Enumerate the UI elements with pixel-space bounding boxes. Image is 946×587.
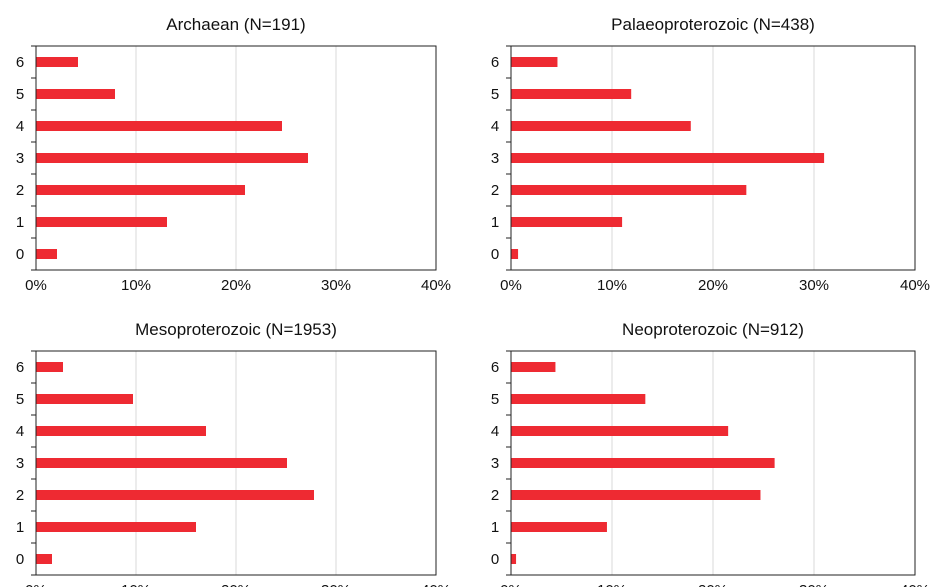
x-tick-label: 20%	[698, 277, 728, 294]
bar-5	[36, 394, 133, 404]
bar-0	[511, 554, 517, 564]
y-tick-label: 4	[491, 423, 499, 440]
bar-3	[511, 153, 825, 163]
bar-5	[511, 89, 632, 99]
y-tick-label: 1	[491, 214, 499, 231]
bar-6	[36, 362, 63, 372]
y-tick-label: 0	[16, 551, 24, 568]
x-tick-label: 10%	[121, 582, 151, 587]
y-tick-label: 5	[491, 86, 499, 103]
chart-title: Mesoproterozoic (N=1953)	[135, 320, 337, 339]
chart-title: Archaean (N=191)	[166, 15, 305, 34]
y-tick-label: 2	[491, 182, 499, 199]
x-tick-label: 0%	[500, 277, 522, 294]
x-tick-label: 30%	[799, 277, 829, 294]
y-tick-label: 6	[16, 54, 24, 71]
bar-3	[511, 458, 775, 468]
chart-panel-2: Mesoproterozoic (N=1953) 0% 10% 20% 30% 40% 0 1…	[16, 320, 451, 587]
bar-3	[36, 458, 287, 468]
y-tick-label: 4	[491, 118, 499, 135]
bar-0	[36, 554, 52, 564]
x-tick-label: 0%	[25, 277, 47, 294]
x-tick-label: 0%	[500, 582, 522, 587]
y-tick-label: 2	[16, 487, 24, 504]
y-tick-label: 5	[16, 86, 24, 103]
y-tick-label: 3	[16, 455, 24, 472]
bar-4	[36, 426, 206, 436]
plot-frame	[35, 350, 437, 576]
x-tick-label: 40%	[900, 277, 930, 294]
y-tick-label: 0	[491, 551, 499, 568]
y-tick-label: 3	[491, 455, 499, 472]
bar-6	[511, 362, 556, 372]
x-tick-label: 20%	[221, 277, 251, 294]
y-tick-label: 1	[16, 214, 24, 231]
bar-4	[511, 121, 691, 131]
x-tick-label: 30%	[321, 277, 351, 294]
plot-frame	[510, 45, 916, 271]
x-tick-label: 20%	[221, 582, 251, 587]
x-tick-label: 30%	[799, 582, 829, 587]
y-tick-label: 4	[16, 423, 24, 440]
y-tick-label: 5	[16, 391, 24, 408]
y-tick-label: 5	[491, 391, 499, 408]
bar-1	[36, 522, 196, 532]
x-tick-label: 10%	[597, 582, 627, 587]
plot-frame	[510, 350, 916, 576]
x-tick-label: 10%	[121, 277, 151, 294]
bar-6	[36, 57, 78, 67]
y-tick-label: 0	[16, 246, 24, 263]
y-tick-label: 1	[16, 519, 24, 536]
bar-2	[511, 490, 761, 500]
chart-title: Neoproterozoic (N=912)	[622, 320, 804, 339]
bar-5	[36, 89, 115, 99]
bar-1	[511, 217, 623, 227]
y-tick-label: 6	[491, 359, 499, 376]
chart-panel-0: Archaean (N=191) 0% 10% 20% 30% 40% 0 1 2 3 4 5 6	[16, 15, 451, 294]
bar-5	[511, 394, 646, 404]
y-tick-label: 1	[491, 519, 499, 536]
chart-title: Palaeoproterozoic (N=438)	[611, 15, 815, 34]
chart-panel-3: Neoproterozoic (N=912) 0% 10% 20% 30% 40% 0 1 2 3…	[491, 320, 930, 587]
bar-1	[511, 522, 607, 532]
bar-1	[36, 217, 167, 227]
bar-4	[511, 426, 729, 436]
y-tick-label: 2	[491, 487, 499, 504]
y-tick-label: 3	[16, 150, 24, 167]
x-tick-label: 40%	[900, 582, 930, 587]
y-tick-label: 6	[16, 359, 24, 376]
bar-0	[511, 249, 519, 259]
x-tick-label: 40%	[421, 582, 451, 587]
bar-2	[36, 490, 314, 500]
plot-frame	[35, 45, 437, 271]
y-tick-label: 0	[491, 246, 499, 263]
bar-2	[36, 185, 245, 195]
x-tick-label: 10%	[597, 277, 627, 294]
x-tick-label: 20%	[698, 582, 728, 587]
bar-4	[36, 121, 282, 131]
y-tick-label: 3	[491, 150, 499, 167]
x-tick-label: 30%	[321, 582, 351, 587]
y-tick-label: 6	[491, 54, 499, 71]
y-tick-label: 2	[16, 182, 24, 199]
x-tick-label: 40%	[421, 277, 451, 294]
y-tick-label: 4	[16, 118, 24, 135]
bar-2	[511, 185, 747, 195]
bar-6	[511, 57, 558, 67]
x-tick-label: 0%	[25, 582, 47, 587]
chart-panel-1: Palaeoproterozoic (N=438) 0% 10% 20% 30% 40% 0…	[491, 15, 930, 294]
bar-3	[36, 153, 308, 163]
bar-0	[36, 249, 57, 259]
